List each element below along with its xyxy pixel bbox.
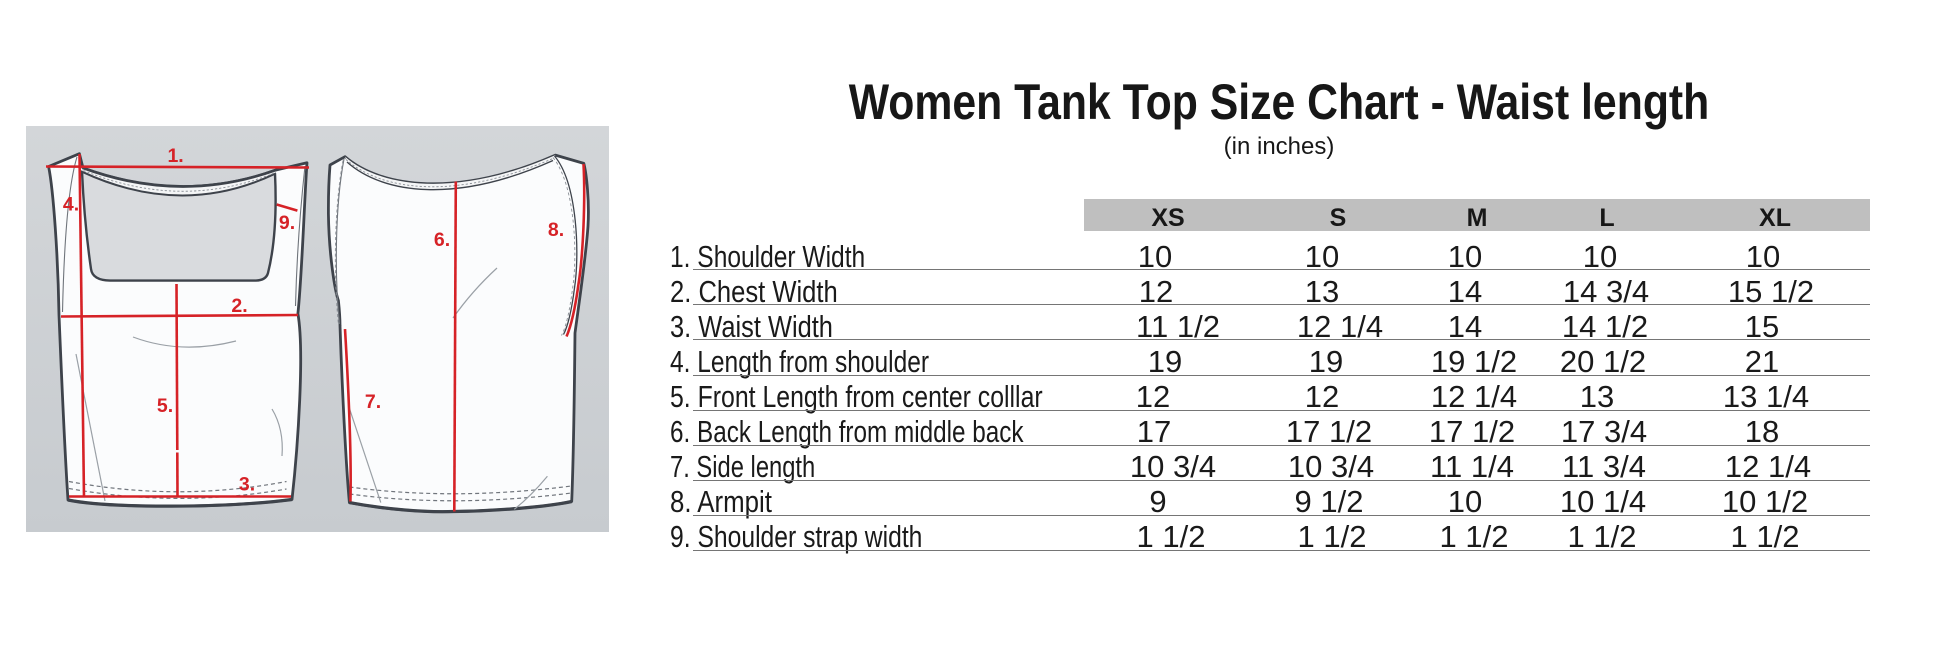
svg-text:1.: 1. [167, 145, 183, 167]
svg-text:8.: 8. [548, 219, 564, 241]
svg-text:7.: 7. [365, 391, 381, 413]
svg-text:2.: 2. [231, 295, 247, 317]
svg-text:4.: 4. [63, 194, 79, 216]
svg-text:3.: 3. [239, 474, 255, 496]
svg-text:5.: 5. [157, 395, 173, 417]
svg-text:6.: 6. [434, 229, 450, 251]
svg-text:9.: 9. [279, 212, 295, 234]
